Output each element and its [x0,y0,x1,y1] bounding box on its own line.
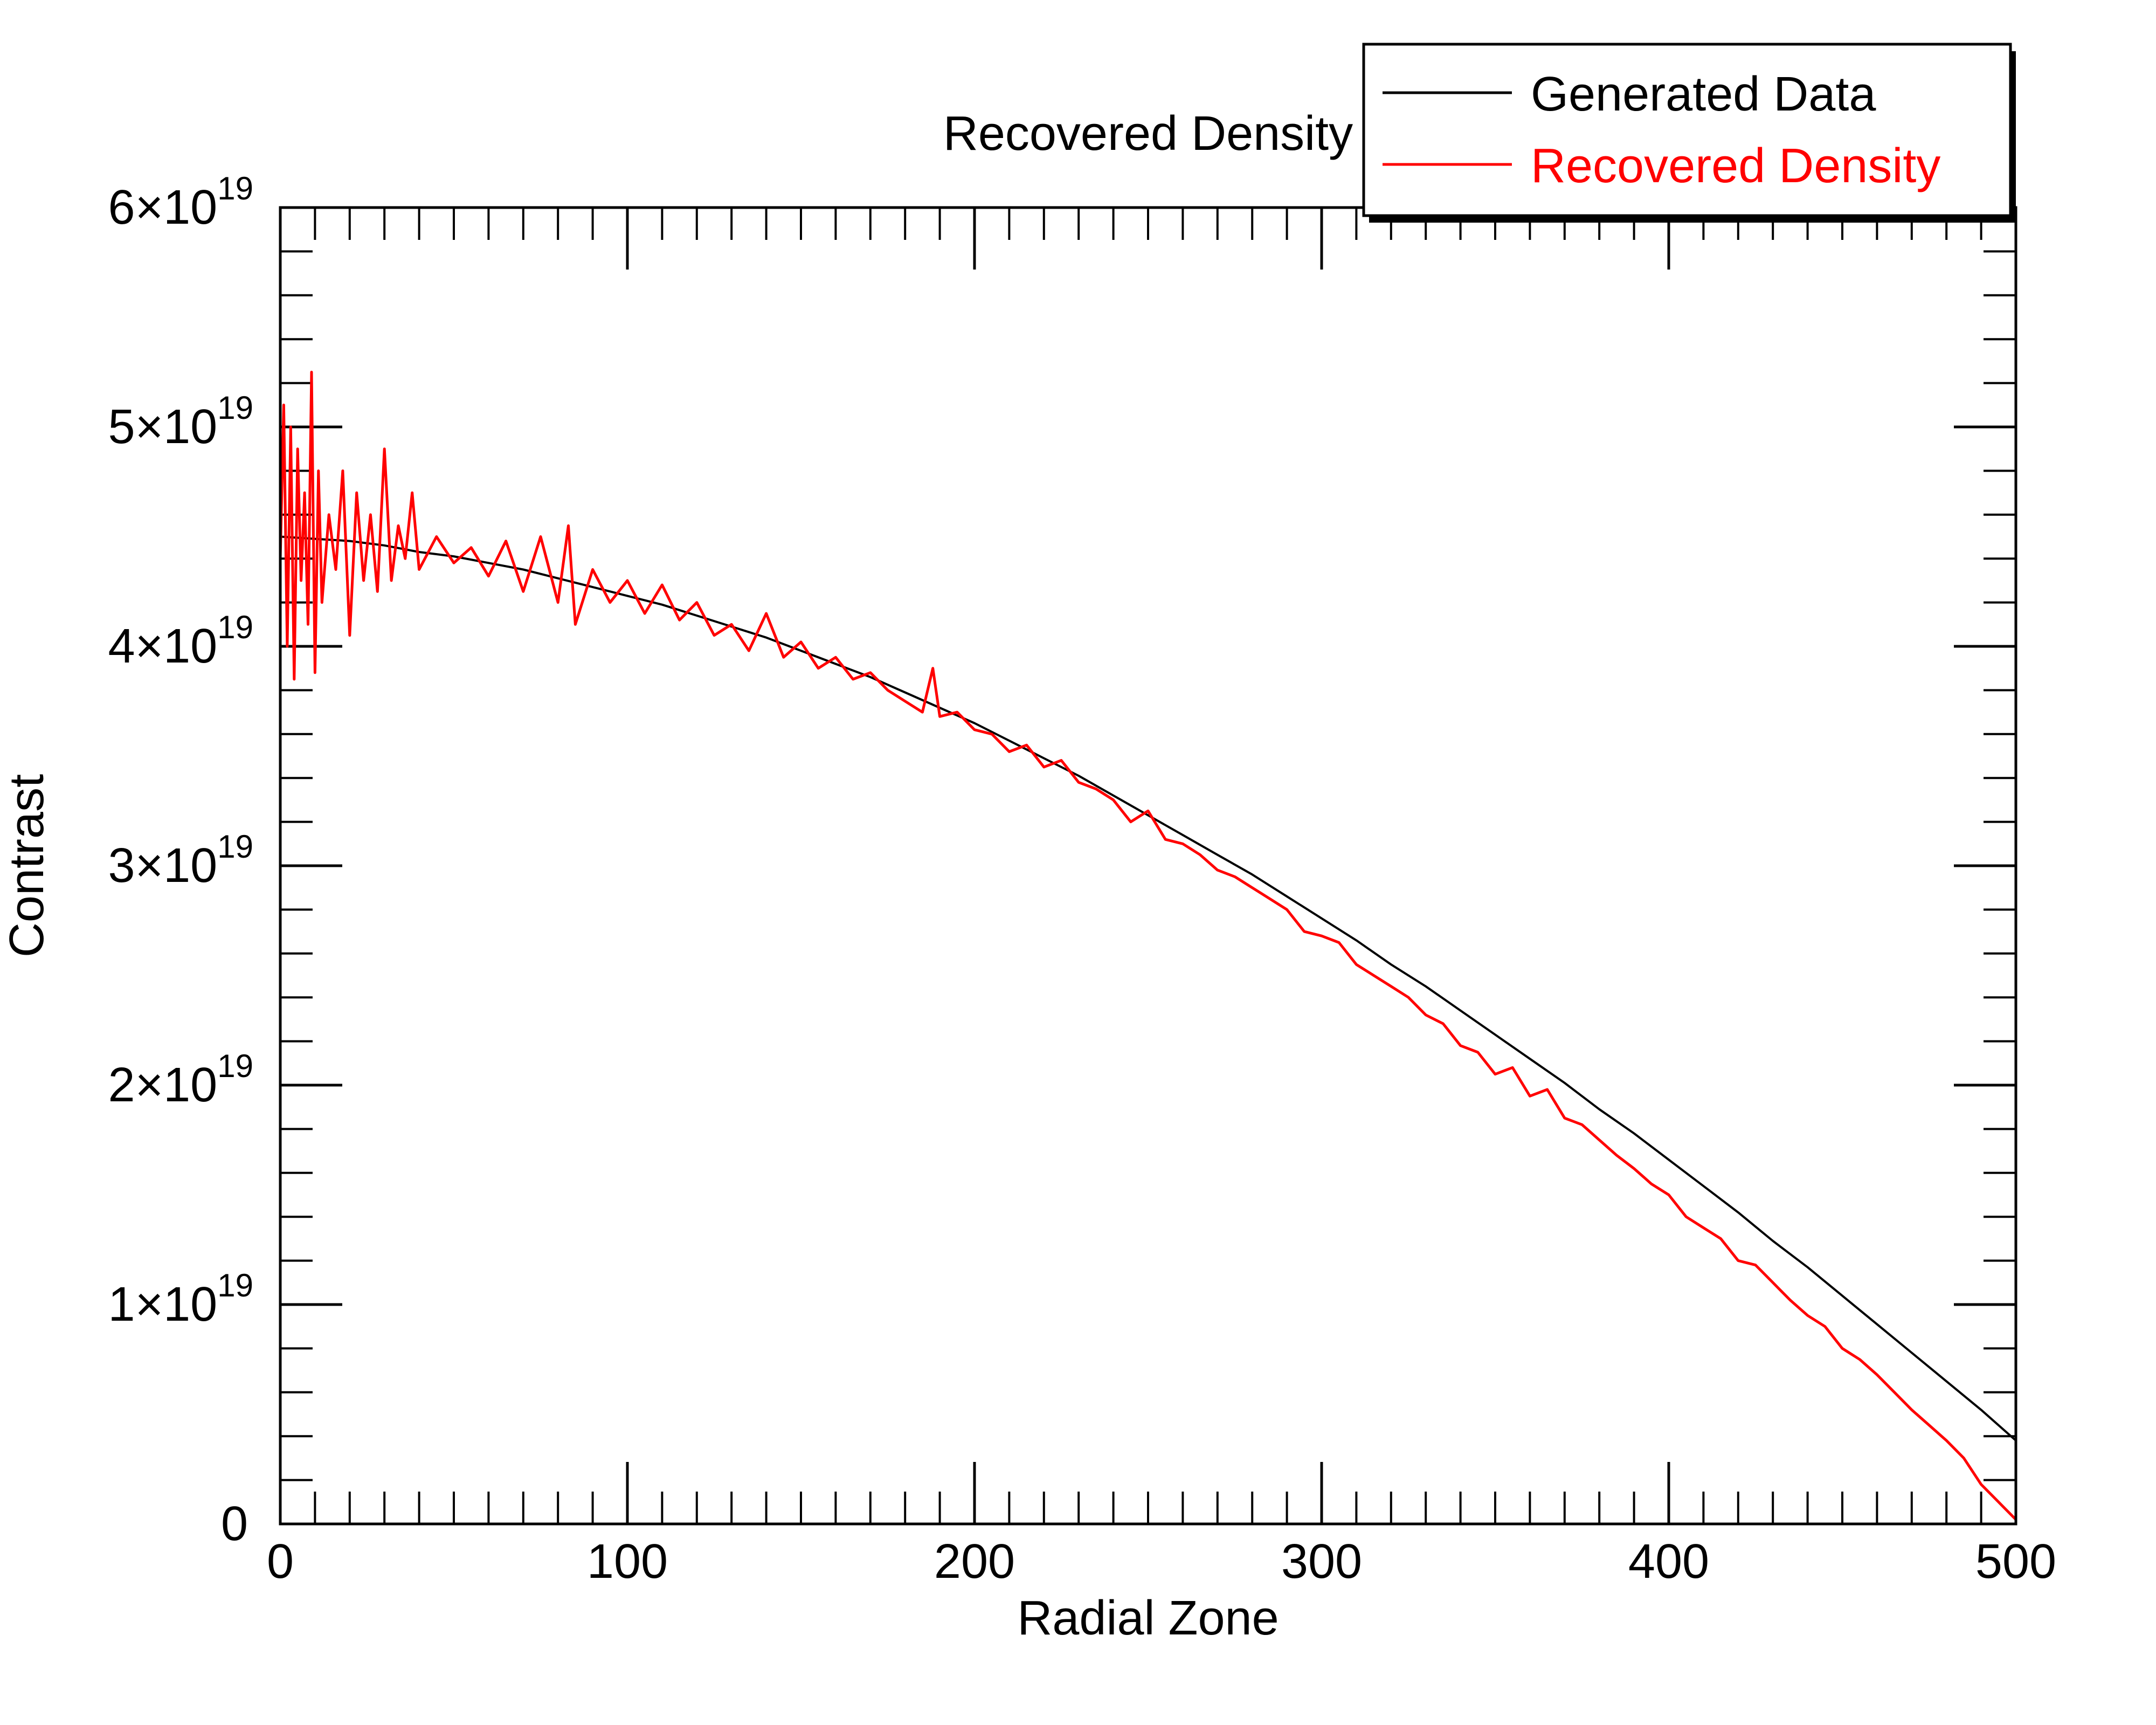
legend-label-generated-data: Generated Data [1531,67,1876,121]
y-tick-label: 4×1019 [108,609,253,673]
minor-ticks [280,208,2016,1524]
x-axis-label: Radial Zone [1017,1591,1279,1645]
x-tick-label: 300 [1281,1535,1362,1589]
x-tick-label: 100 [587,1535,668,1589]
series-line-generated-data [280,535,2017,1441]
legend: Generated Data Recovered Density [1362,43,2016,223]
series-line-recovered-density [279,370,2017,1521]
chart-title: Recovered Density [943,107,1353,161]
y-tick-labels: 0 1×1019 2×1019 3×1019 4×1019 5×1019 6×1019 [108,170,253,1551]
y-tick-label: 5×1019 [108,390,253,454]
y-axis-label: Contrast [0,774,54,957]
legend-box [1362,43,2012,217]
y-tick-label: 6×1019 [108,170,253,234]
y-tick-label: 2×1019 [108,1048,253,1112]
x-tick-labels: 0 100 200 300 400 500 [267,1535,2056,1589]
x-tick-label: 0 [267,1535,294,1589]
plot-frame [279,206,2017,1526]
y-tick-label: 1×1019 [108,1267,253,1331]
y-tick-label: 3×1019 [108,829,253,893]
legend-label-recovered-density: Recovered Density [1531,139,1940,193]
series-layer [279,370,2017,1521]
x-tick-label: 200 [934,1535,1015,1589]
x-tick-label: 400 [1628,1535,1709,1589]
y-tick-label: 0 [221,1497,248,1551]
x-tick-label: 500 [1975,1535,2056,1589]
